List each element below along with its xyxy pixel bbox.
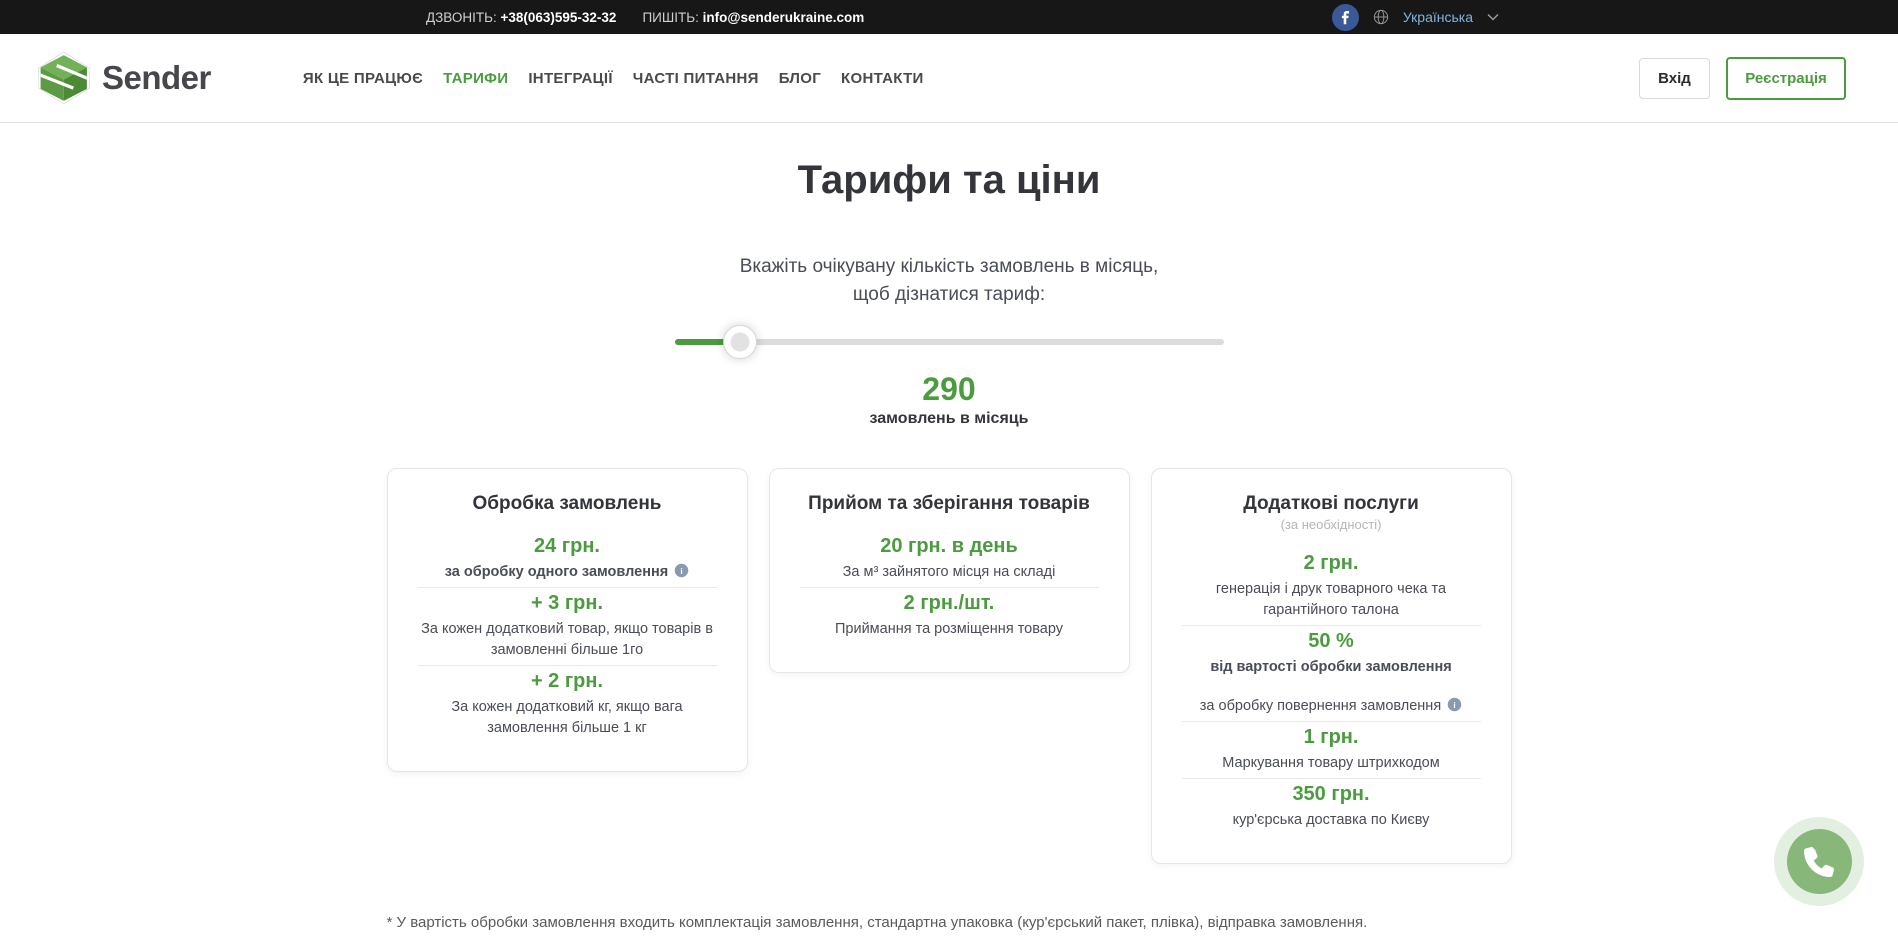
svg-text:i: i [1454,701,1456,710]
svg-text:i: i [681,567,683,576]
